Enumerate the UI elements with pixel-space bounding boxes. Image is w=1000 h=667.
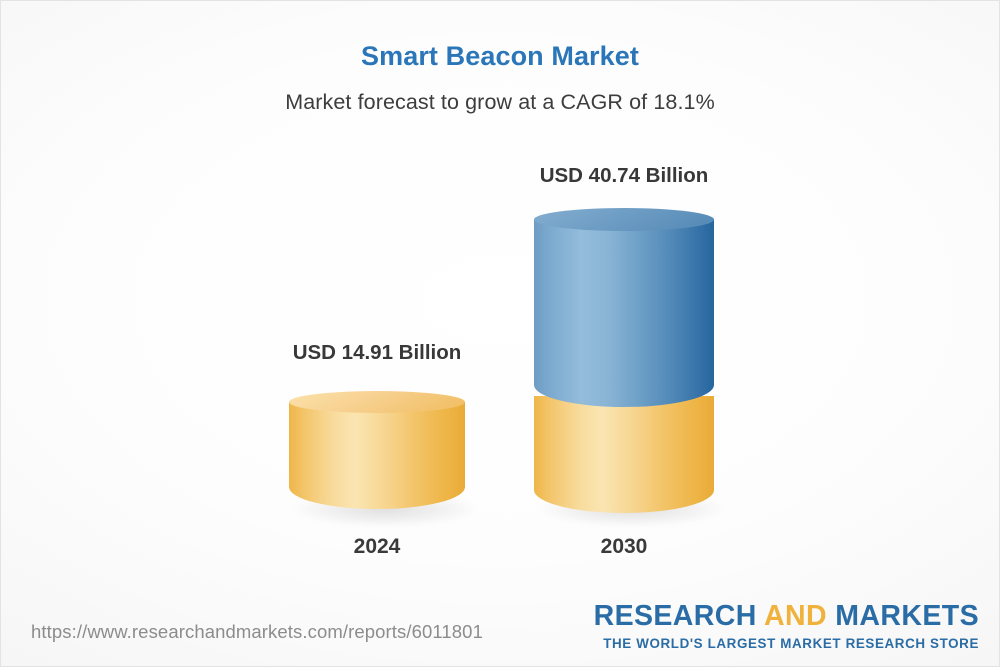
brand-name-research: RESEARCH (593, 600, 764, 632)
cylinder-2030 (534, 208, 714, 520)
bar-group-2024[interactable]: USD 14.91 Billion 2024 (289, 341, 477, 558)
bar-group-2030[interactable]: USD 40.74 Billion 2030 (534, 164, 726, 558)
value-label-2030: USD 40.74 Billion (539, 164, 709, 187)
cylinder-top-2030 (534, 208, 714, 231)
brand-name: RESEARCH AND MARKETS (594, 602, 979, 631)
category-label-2030: 2030 (600, 535, 648, 558)
brand-name-and: AND (764, 600, 827, 632)
category-label-2024: 2024 (353, 535, 401, 558)
cylinder-body-2024 (289, 402, 465, 509)
brand-tagline: THE WORLD'S LARGEST MARKET RESEARCH STOR… (603, 635, 979, 651)
chart-subtitle: Market forecast to grow at a CAGR of 18.… (285, 90, 715, 114)
brand-logo[interactable]: RESEARCH AND MARKETS THE WORLD'S LARGEST… (594, 602, 979, 651)
value-label-2024: USD 14.91 Billion (292, 341, 462, 364)
cylinder-upper-segment-2030 (534, 219, 714, 407)
page-title: Smart Beacon Market (360, 41, 639, 71)
cylinder-base-segment-2030 (534, 396, 714, 513)
report-url[interactable]: https://www.researchandmarkets.com/repor… (31, 621, 483, 642)
cylinder-top-2024 (289, 391, 465, 413)
cylinder-2024 (289, 391, 465, 521)
brand-name-markets: MARKETS (826, 600, 979, 632)
